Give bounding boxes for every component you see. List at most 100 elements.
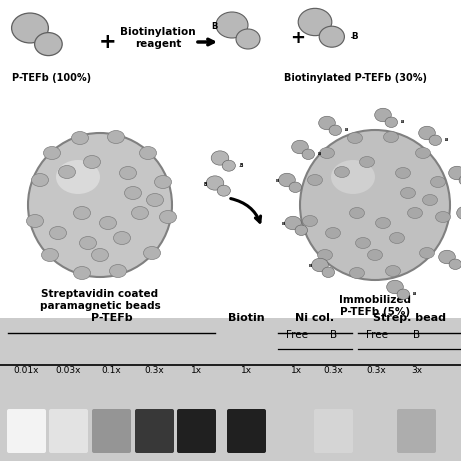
Ellipse shape bbox=[100, 217, 117, 230]
Ellipse shape bbox=[26, 214, 43, 227]
Ellipse shape bbox=[160, 211, 177, 224]
Ellipse shape bbox=[154, 176, 171, 189]
Ellipse shape bbox=[73, 266, 90, 279]
Ellipse shape bbox=[390, 232, 404, 243]
Ellipse shape bbox=[449, 259, 461, 270]
Ellipse shape bbox=[449, 166, 461, 180]
Text: B: B bbox=[413, 330, 420, 340]
Ellipse shape bbox=[124, 187, 142, 200]
Ellipse shape bbox=[318, 249, 332, 260]
Text: 0.3x: 0.3x bbox=[366, 366, 386, 375]
Ellipse shape bbox=[367, 249, 383, 260]
Ellipse shape bbox=[41, 248, 59, 261]
Ellipse shape bbox=[107, 130, 124, 143]
Ellipse shape bbox=[91, 248, 108, 261]
FancyBboxPatch shape bbox=[135, 409, 174, 453]
FancyBboxPatch shape bbox=[314, 409, 353, 453]
Text: 0.3x: 0.3x bbox=[324, 366, 343, 375]
Ellipse shape bbox=[302, 149, 314, 160]
Ellipse shape bbox=[360, 156, 374, 167]
Ellipse shape bbox=[436, 212, 450, 223]
FancyBboxPatch shape bbox=[227, 409, 266, 453]
Ellipse shape bbox=[206, 176, 224, 190]
Ellipse shape bbox=[415, 148, 431, 159]
Text: 0.1x: 0.1x bbox=[101, 366, 121, 375]
Ellipse shape bbox=[222, 160, 236, 171]
Ellipse shape bbox=[319, 116, 335, 130]
Text: 0.01x: 0.01x bbox=[14, 366, 39, 375]
FancyBboxPatch shape bbox=[49, 409, 88, 453]
Ellipse shape bbox=[110, 265, 126, 278]
Ellipse shape bbox=[31, 173, 48, 187]
Text: P-TEFb (100%): P-TEFb (100%) bbox=[12, 73, 92, 83]
Ellipse shape bbox=[397, 289, 409, 300]
Ellipse shape bbox=[322, 267, 335, 278]
Text: +: + bbox=[99, 32, 117, 52]
Ellipse shape bbox=[331, 160, 375, 194]
Ellipse shape bbox=[289, 182, 301, 193]
Ellipse shape bbox=[147, 194, 164, 207]
Ellipse shape bbox=[396, 167, 410, 178]
Ellipse shape bbox=[420, 248, 435, 259]
Text: B: B bbox=[239, 163, 242, 168]
Text: B: B bbox=[330, 330, 337, 340]
Ellipse shape bbox=[422, 195, 437, 206]
Ellipse shape bbox=[59, 165, 76, 178]
Text: 1x: 1x bbox=[191, 366, 202, 375]
Ellipse shape bbox=[401, 188, 415, 199]
Ellipse shape bbox=[384, 131, 398, 142]
Ellipse shape bbox=[298, 8, 332, 35]
Text: Streptavidin coated: Streptavidin coated bbox=[41, 289, 159, 299]
Text: B: B bbox=[345, 128, 349, 132]
Ellipse shape bbox=[279, 173, 296, 187]
Ellipse shape bbox=[12, 13, 48, 43]
Ellipse shape bbox=[335, 166, 349, 177]
Ellipse shape bbox=[429, 135, 442, 146]
Text: B: B bbox=[352, 32, 358, 41]
Ellipse shape bbox=[79, 236, 96, 249]
Ellipse shape bbox=[71, 131, 89, 144]
Text: P-TEFb (5%): P-TEFb (5%) bbox=[340, 307, 410, 317]
Ellipse shape bbox=[457, 206, 461, 220]
Ellipse shape bbox=[459, 175, 461, 185]
Ellipse shape bbox=[217, 185, 230, 196]
Ellipse shape bbox=[56, 160, 100, 194]
Ellipse shape bbox=[312, 258, 328, 272]
Ellipse shape bbox=[113, 231, 130, 244]
Ellipse shape bbox=[348, 132, 362, 143]
Ellipse shape bbox=[216, 12, 248, 38]
FancyBboxPatch shape bbox=[397, 409, 436, 453]
Ellipse shape bbox=[387, 280, 403, 294]
Text: B: B bbox=[445, 138, 449, 142]
Ellipse shape bbox=[439, 250, 455, 264]
Text: B: B bbox=[282, 222, 285, 226]
Text: 0.03x: 0.03x bbox=[56, 366, 81, 375]
Ellipse shape bbox=[431, 177, 445, 188]
Ellipse shape bbox=[285, 216, 301, 230]
Ellipse shape bbox=[408, 207, 422, 219]
Circle shape bbox=[28, 133, 172, 277]
Ellipse shape bbox=[319, 26, 344, 47]
Ellipse shape bbox=[211, 151, 229, 165]
Text: B: B bbox=[413, 292, 416, 296]
Text: Free: Free bbox=[285, 330, 307, 340]
Ellipse shape bbox=[43, 147, 60, 160]
Text: B: B bbox=[318, 152, 321, 156]
Text: Strep. bead: Strep. bead bbox=[373, 313, 446, 323]
Text: B: B bbox=[203, 182, 207, 187]
Text: B: B bbox=[309, 264, 313, 268]
Circle shape bbox=[300, 130, 450, 280]
Ellipse shape bbox=[119, 166, 136, 179]
Ellipse shape bbox=[83, 155, 100, 169]
Text: B: B bbox=[276, 179, 279, 183]
Ellipse shape bbox=[236, 29, 260, 49]
Text: B: B bbox=[401, 120, 404, 124]
Ellipse shape bbox=[325, 227, 341, 238]
Text: 1x: 1x bbox=[241, 366, 252, 375]
Text: 0.3x: 0.3x bbox=[145, 366, 165, 375]
Text: Biotinylation
reagent: Biotinylation reagent bbox=[120, 27, 196, 49]
Text: 3x: 3x bbox=[411, 366, 422, 375]
Ellipse shape bbox=[385, 117, 397, 128]
Text: B: B bbox=[211, 23, 217, 31]
Ellipse shape bbox=[143, 247, 160, 260]
